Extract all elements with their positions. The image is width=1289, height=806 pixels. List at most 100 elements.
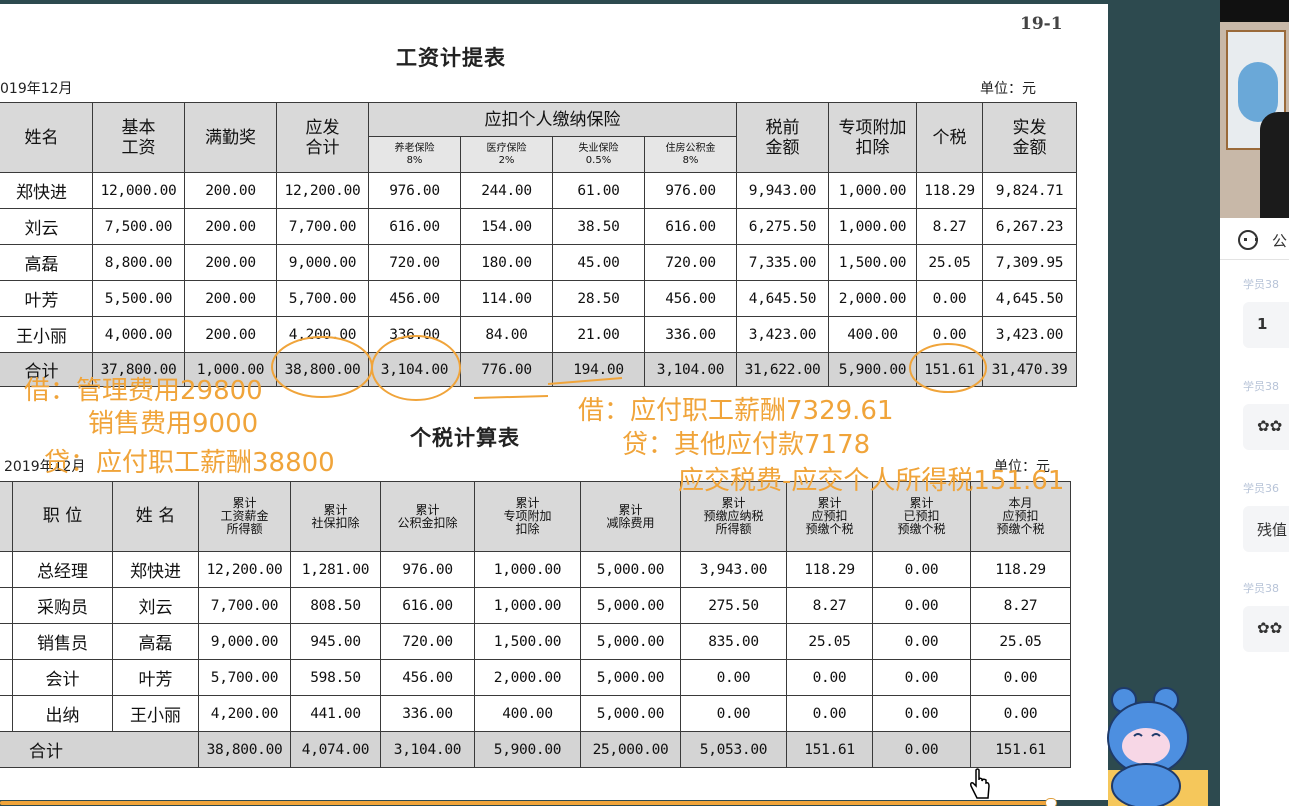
value-cell: 0.00 <box>786 695 873 732</box>
header-position: 职 位 <box>12 481 113 552</box>
value-cell: 6,275.50 <box>736 208 829 245</box>
value-cell: 0.00 <box>970 659 1071 696</box>
header-cum-deduct: 累计 减除费用 <box>580 481 681 552</box>
value-cell: 6,267.23 <box>982 208 1077 245</box>
position-cell: 总经理 <box>12 551 113 588</box>
employee-name-cell: 郑快进 <box>112 551 199 588</box>
position-cell: 采购员 <box>12 587 113 624</box>
value-cell: 1,500.00 <box>828 244 917 281</box>
value-cell: 118.29 <box>970 551 1071 588</box>
total-cell: 3,104.00 <box>368 352 461 387</box>
total-cell: 38,800.00 <box>276 352 369 387</box>
annotation-credit-2: 贷：其他应付款7178 <box>622 430 871 460</box>
tax-sheet-title: 个税计算表 <box>410 426 520 450</box>
header-pension: 养老保险 8% <box>368 136 461 173</box>
index-cell <box>0 587 13 624</box>
value-cell: 441.00 <box>290 695 381 732</box>
header-tax: 个税 <box>916 102 983 173</box>
chat-message: ✿✿ <box>1243 606 1289 652</box>
value-cell: 0.00 <box>916 280 983 317</box>
value-cell: 336.00 <box>380 695 475 732</box>
value-cell: 5,700.00 <box>198 659 291 696</box>
document-page: 19-1 工资计提表 019年12月 单位：元 姓名 基本 工资 满勤奖 应发 … <box>0 0 1108 800</box>
total-label: 合计 <box>0 352 93 387</box>
annotation-credit-2b: 应交税费-应交个人所得税151.61 <box>678 466 1065 496</box>
value-cell: 835.00 <box>680 623 787 660</box>
value-cell: 720.00 <box>644 244 737 281</box>
value-cell: 25.05 <box>916 244 983 281</box>
value-cell: 200.00 <box>184 172 277 209</box>
value-cell: 4,645.50 <box>736 280 829 317</box>
value-cell: 0.00 <box>872 695 971 732</box>
header-gross: 应发 合计 <box>276 102 369 173</box>
header-bonus: 满勤奖 <box>184 102 277 173</box>
video-progress-handle[interactable] <box>1045 798 1057 806</box>
chat-user: 学员38 <box>1243 380 1279 393</box>
value-cell: 200.00 <box>184 208 277 245</box>
value-cell: 1,000.00 <box>474 587 581 624</box>
value-cell: 400.00 <box>474 695 581 732</box>
value-cell: 456.00 <box>644 280 737 317</box>
flower-icon: ✿✿ <box>1257 417 1283 435</box>
value-cell: 12,200.00 <box>198 551 291 588</box>
header-name: 姓 名 <box>112 481 199 552</box>
value-cell: 720.00 <box>368 244 461 281</box>
page-number: 19-1 <box>1020 14 1063 34</box>
value-cell: 8.27 <box>916 208 983 245</box>
underline-mark <box>473 395 549 399</box>
header-name: 姓名 <box>0 102 93 173</box>
table-row: 王小丽 4,000.00 200.00 4,200.00 336.00 84.00 21.0… <box>0 316 1077 353</box>
chat-header[interactable]: 公 <box>1220 218 1289 260</box>
header-housing: 住房公积金 8% <box>644 136 737 173</box>
value-cell: 25.05 <box>970 623 1071 660</box>
salary-sheet-unit: 单位：元 <box>980 81 1036 97</box>
value-cell: 7,700.00 <box>198 587 291 624</box>
total-cell: 151.61 <box>786 731 873 768</box>
value-cell: 61.00 <box>552 172 645 209</box>
salary-table: 姓名 基本 工资 满勤奖 应发 合计 应扣个人缴纳保险 税前 金额 专项附加 扣… <box>0 102 1077 387</box>
header-special: 专项附加 扣除 <box>828 102 917 173</box>
index-cell <box>0 695 13 732</box>
chat-message: 1 <box>1243 302 1289 348</box>
value-cell: 0.00 <box>786 659 873 696</box>
header-cum-social: 累计 社保扣除 <box>290 481 381 552</box>
index-cell <box>0 623 13 660</box>
value-cell: 1,500.00 <box>474 623 581 660</box>
value-cell: 336.00 <box>368 316 461 353</box>
table-row: 采购员 刘云 7,700.00 808.50 616.00 1,000.00 5,000.0… <box>0 587 1071 624</box>
value-cell: 336.00 <box>644 316 737 353</box>
total-cell: 1,000.00 <box>184 352 277 387</box>
value-cell: 3,943.00 <box>680 551 787 588</box>
header-base: 基本 工资 <box>92 102 185 173</box>
value-cell: 21.00 <box>552 316 645 353</box>
value-cell: 9,943.00 <box>736 172 829 209</box>
value-cell: 25.05 <box>786 623 873 660</box>
employee-name-cell: 高磊 <box>112 623 199 660</box>
value-cell: 976.00 <box>368 172 461 209</box>
value-cell: 7,500.00 <box>92 208 185 245</box>
value-cell: 200.00 <box>184 280 277 317</box>
header-month-due: 本月 应预扣 预缴个税 <box>970 481 1071 552</box>
annotation-debit-1: 借：管理费用29800 <box>24 376 263 406</box>
header-unemployment: 失业保险 0.5% <box>552 136 645 173</box>
tax-sheet-unit: 单位：元 <box>994 459 1050 475</box>
value-cell: 1,281.00 <box>290 551 381 588</box>
total-cell: 194.00 <box>552 352 645 387</box>
value-cell: 598.50 <box>290 659 381 696</box>
salary-sheet-date: 019年12月 <box>0 81 73 97</box>
header-index <box>0 481 13 552</box>
value-cell: 5,700.00 <box>276 280 369 317</box>
tax-sheet-date: 2019年12月 <box>4 459 86 475</box>
value-cell: 84.00 <box>460 316 553 353</box>
value-cell: 616.00 <box>644 208 737 245</box>
header-cum-housing: 累计 公积金扣除 <box>380 481 475 552</box>
value-cell: 38.50 <box>552 208 645 245</box>
value-cell: 1,000.00 <box>828 172 917 209</box>
value-cell: 5,000.00 <box>580 695 681 732</box>
value-cell: 4,200.00 <box>198 695 291 732</box>
value-cell: 976.00 <box>380 551 475 588</box>
header-cum-taxable: 累计 预缴应纳税 所得额 <box>680 481 787 552</box>
value-cell: 200.00 <box>184 316 277 353</box>
total-cell: 776.00 <box>460 352 553 387</box>
value-cell: 5,000.00 <box>580 659 681 696</box>
